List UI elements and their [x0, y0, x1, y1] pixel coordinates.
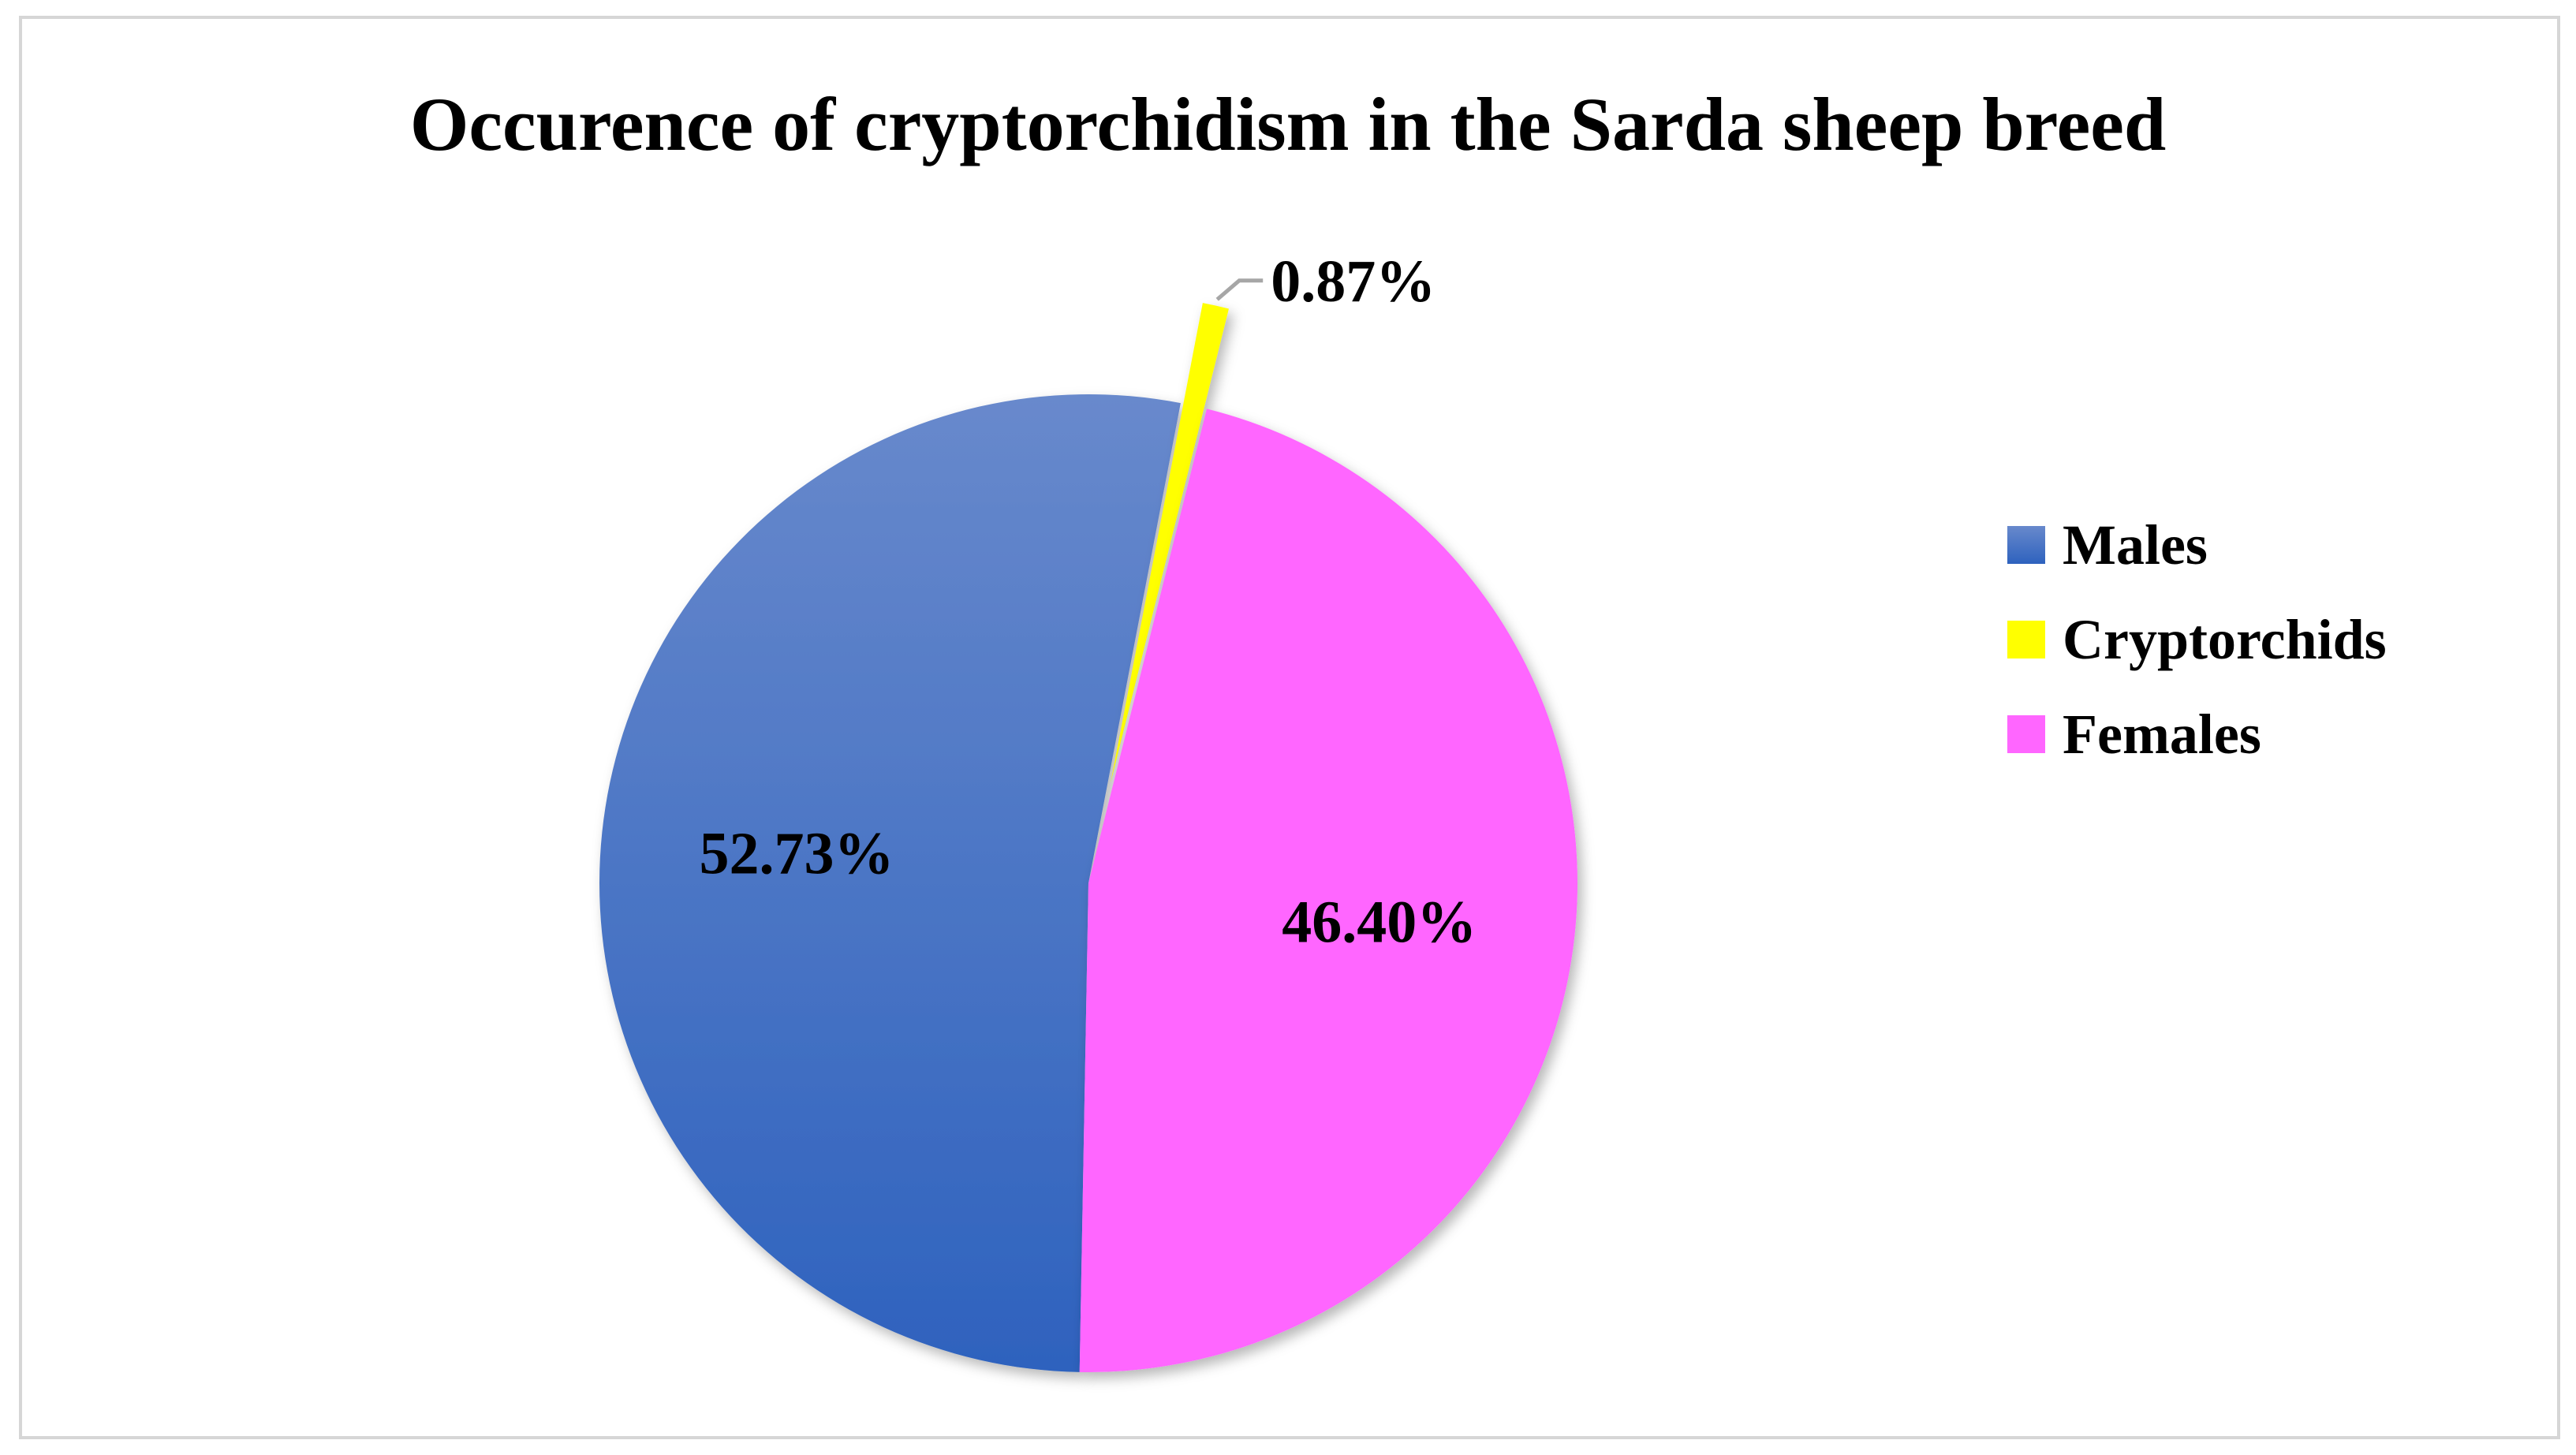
- legend-label-females: Females: [2063, 703, 2261, 766]
- pie-slice-cryptorchids: [1110, 303, 1229, 784]
- legend-item-females: Females: [2007, 703, 2261, 766]
- leader-line-cryptorchids: [1215, 278, 1264, 301]
- pie-slice-females: [1079, 409, 1577, 1372]
- legend-label-cryptorchids: Cryptorchids: [2063, 608, 2387, 671]
- legend-swatch-cryptorchids: [2007, 621, 2045, 658]
- legend-swatch-females: [2007, 715, 2045, 753]
- legend-swatch-males: [2007, 526, 2045, 564]
- legend-label-males: Males: [2063, 513, 2208, 576]
- data-label-males: 52.73%: [700, 820, 894, 886]
- legend-item-males: Males: [2007, 513, 2208, 576]
- chart-title: Occurence of cryptorchidism in the Sarda…: [410, 82, 2167, 166]
- data-label-cryptorchids: 0.87%: [1271, 248, 1435, 315]
- legend-item-cryptorchids: Cryptorchids: [2007, 608, 2387, 671]
- pie-slice-males: [599, 394, 1181, 1372]
- data-label-females: 46.40%: [1282, 890, 1477, 956]
- chart-legend: Males Cryptorchids Females: [2007, 513, 2387, 766]
